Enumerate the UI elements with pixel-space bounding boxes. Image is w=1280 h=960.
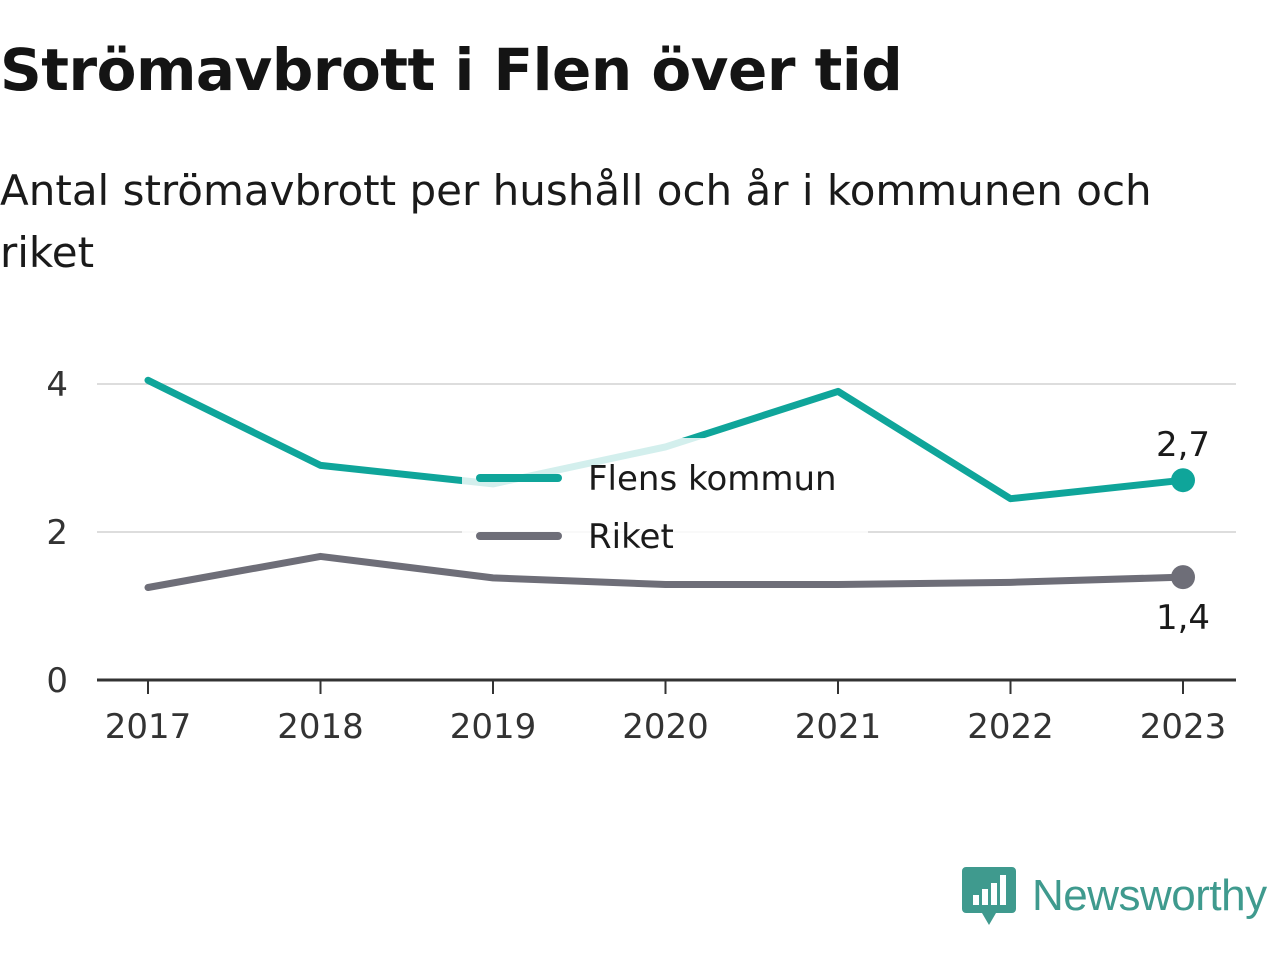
legend-label: Riket [588,517,674,557]
x-tick-label: 2017 [105,707,192,747]
end-point-marker [1171,565,1195,590]
x-tick-label: 2023 [1140,707,1227,747]
x-tick-label: 2020 [622,707,709,747]
legend: Flens kommun Riket [462,438,868,557]
x-tick-label: 2018 [277,707,364,747]
end-point-marker [1171,468,1195,493]
y-tick-label: 0 [46,661,68,701]
end-labels: 2,7 1,4 [1156,425,1210,638]
series-line-1 [144,552,1187,591]
x-axis: 0 2 4 2017 2018 2019 2020 2021 2022 2023 [46,365,1236,747]
x-tick-label: 2021 [795,707,882,747]
brand-name: Newsworthy [1032,871,1267,920]
x-tick-label: 2022 [967,707,1054,747]
y-tick-label: 4 [46,365,68,405]
end-value-label: 1,4 [1156,598,1210,638]
newsworthy-logo-icon [962,867,1016,925]
chart-title: Strömavbrott i Flen över tid [0,36,903,104]
end-value-label: 2,7 [1156,425,1210,465]
x-tick-label: 2019 [450,707,537,747]
chart-subtitle: Antal strömavbrott per hushåll och år i … [0,166,1152,277]
legend-label: Flens kommun [588,459,837,499]
y-tick-label: 2 [46,513,68,553]
newsworthy-brand[interactable]: Newsworthy [962,862,1267,930]
